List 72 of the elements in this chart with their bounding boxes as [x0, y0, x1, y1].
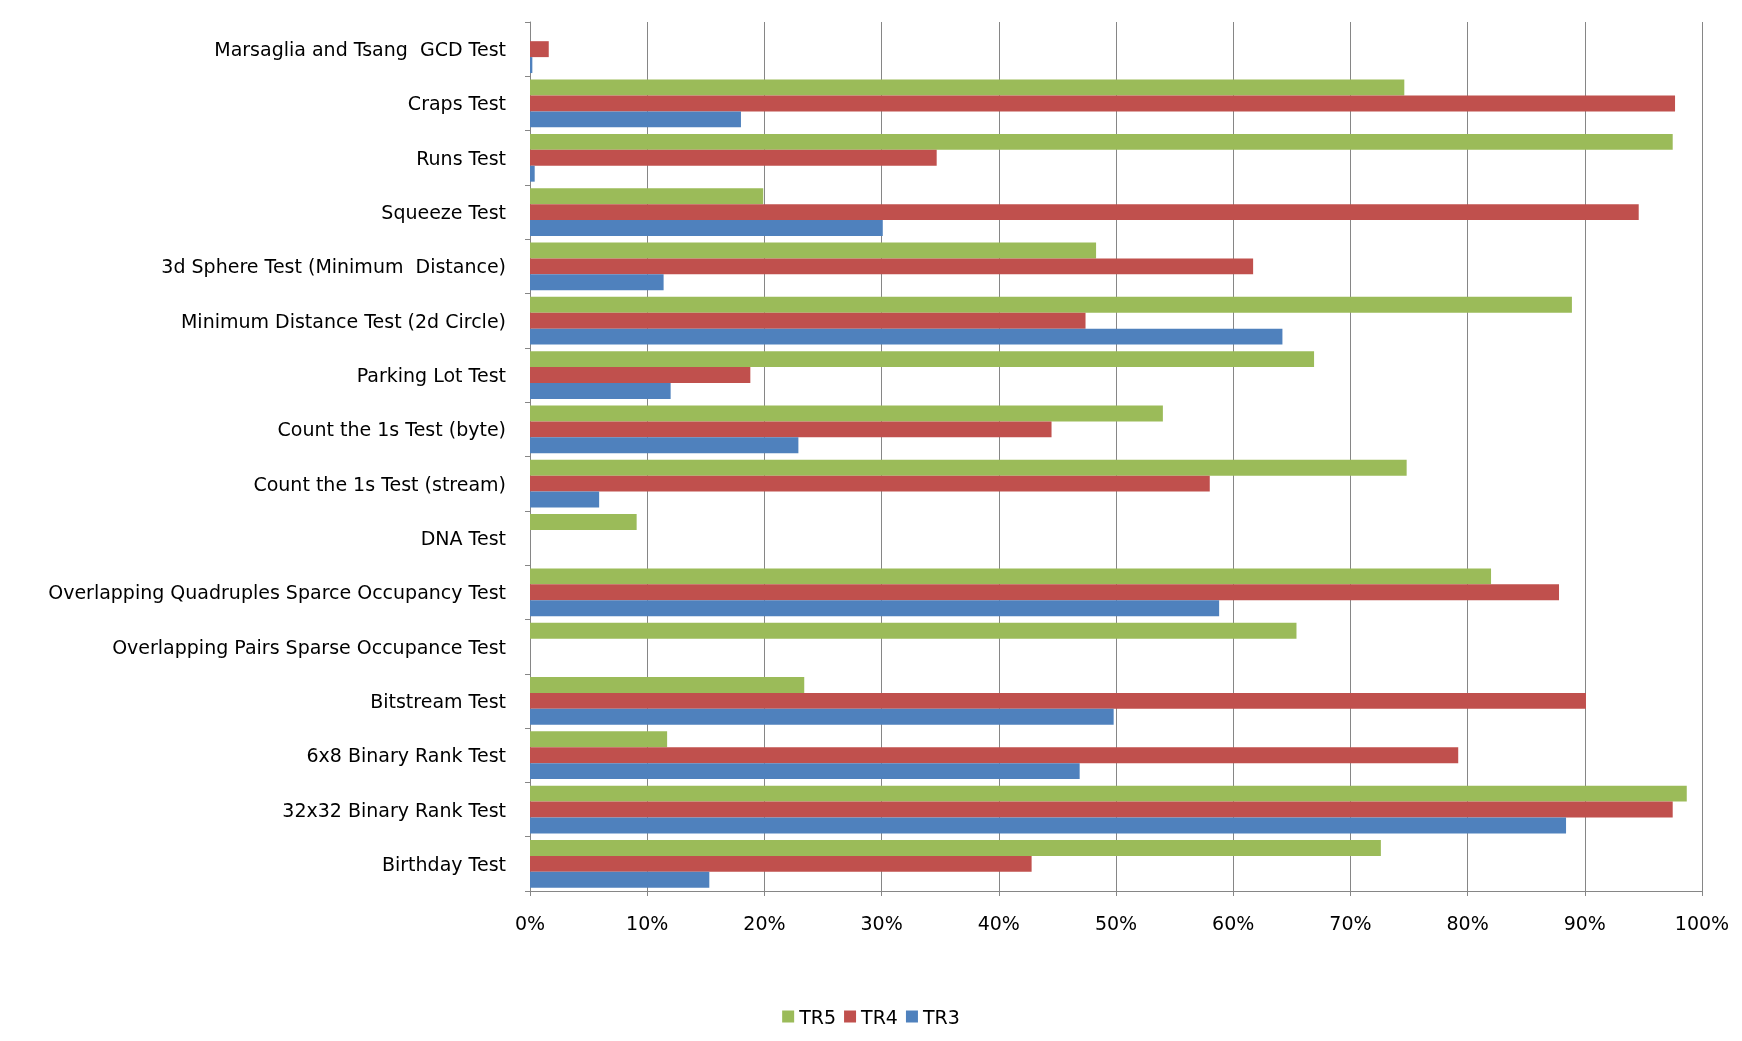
bar — [530, 133, 1673, 150]
bar — [530, 747, 1459, 764]
bar — [530, 421, 1052, 438]
y-tick-label: Birthday Test — [381, 852, 506, 875]
bar — [530, 242, 1097, 259]
bar — [530, 351, 1315, 368]
bar — [530, 731, 668, 748]
y-tick-label: Squeeze Test — [381, 201, 506, 224]
y-tick-label: 32x32 Binary Rank Test — [282, 798, 506, 821]
bar — [530, 95, 1676, 112]
y-tick-label: 3d Sphere Test (Minimum Distance) — [161, 255, 506, 278]
bar — [530, 785, 1687, 802]
x-tick-label: 20% — [743, 911, 786, 934]
y-tick-label: 6x8 Binary Rank Test — [306, 744, 506, 767]
bar — [530, 204, 1639, 221]
x-tick-label: 40% — [977, 911, 1020, 934]
bar — [530, 165, 535, 182]
x-tick-label: 70% — [1329, 911, 1372, 934]
legend-label: TR3 — [921, 1005, 960, 1028]
bar — [530, 220, 883, 236]
bar — [530, 149, 937, 166]
bar — [530, 491, 600, 508]
y-tick-label: Overlapping Pairs Sparse Occupance Test — [112, 635, 506, 658]
y-tick-label: Bitstream Test — [370, 689, 506, 712]
bar — [530, 405, 1163, 422]
bar — [530, 274, 664, 291]
bar — [530, 801, 1673, 818]
bar — [530, 188, 764, 205]
bar — [530, 584, 1560, 601]
bar — [530, 111, 741, 128]
bar — [530, 367, 751, 383]
x-tick-label: 80% — [1446, 911, 1489, 934]
y-tick-label: Count the 1s Test (stream) — [253, 472, 506, 495]
x-tick-label: 10% — [626, 911, 669, 934]
x-tick-label: 30% — [860, 911, 903, 934]
bar — [530, 817, 1567, 834]
bar — [530, 475, 1210, 492]
y-tick-label: Craps Test — [407, 92, 506, 115]
x-tick-label: 100% — [1674, 911, 1730, 934]
bar — [530, 871, 710, 888]
x-tick-label: 0% — [514, 911, 546, 934]
y-tick-label: Runs Test — [416, 146, 506, 169]
legend-label: TR5 — [798, 1005, 837, 1028]
bar — [530, 383, 671, 399]
x-tick-label: 60% — [1212, 911, 1255, 934]
bar — [530, 622, 1297, 639]
bar — [530, 568, 1492, 585]
bar — [530, 514, 637, 530]
bar — [530, 692, 1586, 709]
bar — [530, 328, 1283, 345]
bar — [530, 708, 1114, 725]
bar — [530, 296, 1572, 313]
bar — [530, 312, 1086, 329]
y-tick-label: Minimum Distance Test (2d Circle) — [180, 309, 506, 332]
y-tick-label: Marsaglia and Tsang GCD Test — [214, 38, 506, 61]
bar — [530, 437, 799, 454]
bar — [530, 258, 1254, 275]
bar — [530, 677, 805, 693]
y-tick-label: Parking Lot Test — [356, 364, 506, 387]
bar — [530, 600, 1220, 617]
bar — [530, 855, 1032, 872]
bar — [530, 459, 1407, 476]
legend-label: TR4 — [860, 1005, 898, 1028]
bar — [530, 763, 1080, 780]
y-tick-label: Count the 1s Test (byte) — [277, 418, 506, 441]
x-tick-label: 90% — [1563, 911, 1606, 934]
y-tick-label: Overlapping Quadruples Sparce Occupancy Test — [48, 581, 506, 604]
bar — [530, 839, 1381, 856]
bar — [530, 41, 549, 58]
x-tick-label: 50% — [1094, 911, 1138, 934]
bar — [530, 79, 1405, 96]
y-tick-label: DNA Test — [420, 526, 506, 549]
